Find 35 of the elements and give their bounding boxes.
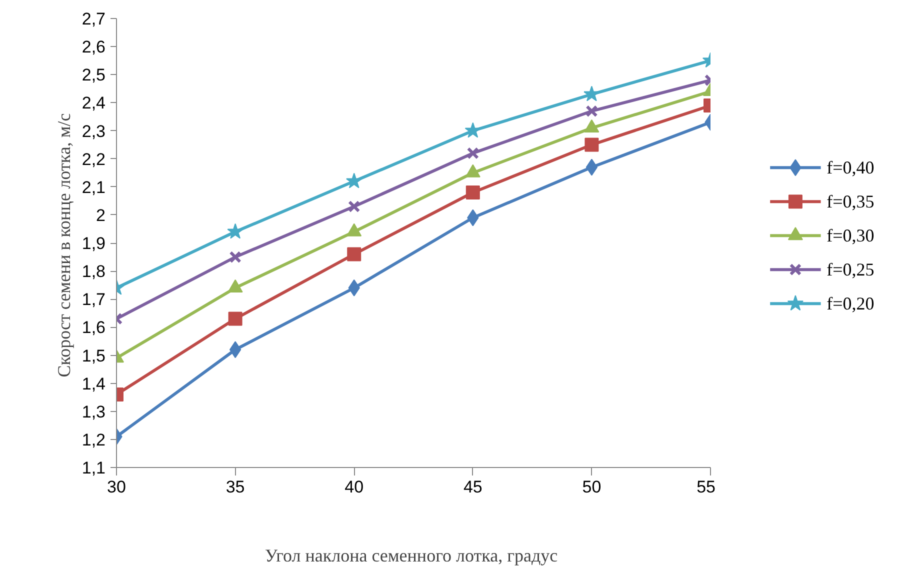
y-tick-label: 2,6 xyxy=(82,38,106,57)
legend-label: f=0,20 xyxy=(826,294,874,314)
y-tick-label: 2,7 xyxy=(82,10,106,28)
point xyxy=(348,200,360,213)
y-tick-label: 2,5 xyxy=(82,66,106,85)
y-tick-label: 2,4 xyxy=(82,94,106,113)
y-tick-label: 1,2 xyxy=(82,430,106,450)
x-tick-label: 40 xyxy=(344,478,364,496)
x-tick-label: 50 xyxy=(582,478,602,496)
legend-label: f=0,30 xyxy=(826,226,874,246)
y-tick-label: 1,5 xyxy=(82,346,106,366)
y-tick-label: 1,4 xyxy=(82,374,106,394)
y-tick-label: 1,6 xyxy=(82,318,106,338)
x-tick-label: 30 xyxy=(107,478,126,496)
y-tick-label: 2,1 xyxy=(82,178,106,197)
y-tick-label: 1,9 xyxy=(82,234,106,253)
x-tick-label: 55 xyxy=(696,478,716,496)
y-tick-label: 1,1 xyxy=(82,458,106,478)
x-axis-title: Угол наклона семенного лотка, градус xyxy=(264,546,558,566)
y-tick-label: 1,8 xyxy=(82,262,106,282)
y-axis-title: Скорост семени в конце лотка, м/с xyxy=(54,113,74,378)
legend-label: f=0,35 xyxy=(826,192,874,212)
x-tick-label: 35 xyxy=(226,478,245,496)
y-tick-label: 1,3 xyxy=(82,402,106,422)
legend-label: f=0,25 xyxy=(826,260,874,280)
y-tick-label: 2,3 xyxy=(82,122,106,141)
legend-label: f=0,40 xyxy=(826,158,874,178)
y-tick-label: 2,2 xyxy=(82,150,106,169)
point xyxy=(347,247,362,262)
y-tick-label: 1,7 xyxy=(82,290,106,310)
x-tick-label: 45 xyxy=(463,478,482,496)
point xyxy=(346,172,362,188)
point xyxy=(466,147,479,160)
y-tick-label: 2 xyxy=(96,206,106,225)
point xyxy=(466,185,480,200)
